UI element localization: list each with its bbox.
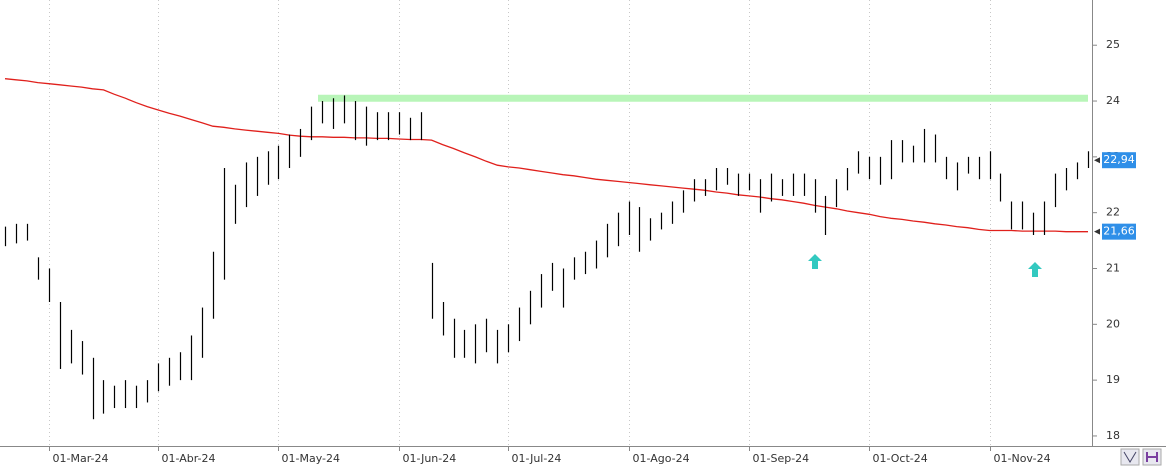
x-tick-label: 01-Nov-24 <box>994 452 1051 465</box>
x-tick-label: 01-Jun-24 <box>403 452 457 465</box>
y-tick-label: 24 <box>1106 94 1120 107</box>
x-tick-label: 01-Sep-24 <box>753 452 810 465</box>
toolbar-icon <box>1146 452 1158 462</box>
y-tick-label: 20 <box>1106 317 1120 330</box>
price-tag <box>1102 223 1136 240</box>
price-tag-pointer <box>1094 157 1100 164</box>
price-tag-label: 21,66 <box>1103 225 1135 238</box>
arrow-up <box>808 254 822 269</box>
y-tick-label: 22 <box>1106 206 1120 219</box>
x-tick-label: 01-Mar-24 <box>53 452 109 465</box>
y-tick-label: 21 <box>1106 261 1120 274</box>
x-tick-label: 01-May-24 <box>282 452 340 465</box>
y-tick-label: 25 <box>1106 38 1120 51</box>
x-tick-label: 01-Ago-24 <box>633 452 690 465</box>
x-tick-label: 01-Oct-24 <box>873 452 928 465</box>
arrow-up <box>1028 262 1042 277</box>
y-tick-label: 19 <box>1106 373 1120 386</box>
moving-average-line <box>4 78 1088 233</box>
x-tick-label: 01-Abr-24 <box>162 452 216 465</box>
toolbar-button[interactable] <box>1120 448 1140 466</box>
price-tag-pointer <box>1094 228 1100 235</box>
y-tick-label: 18 <box>1106 429 1120 442</box>
price-tag <box>1102 152 1136 169</box>
price-tag-label: 22,94 <box>1103 153 1135 166</box>
toolbar-icon <box>1123 451 1137 463</box>
x-tick-label: 01-Jul-24 <box>512 452 562 465</box>
